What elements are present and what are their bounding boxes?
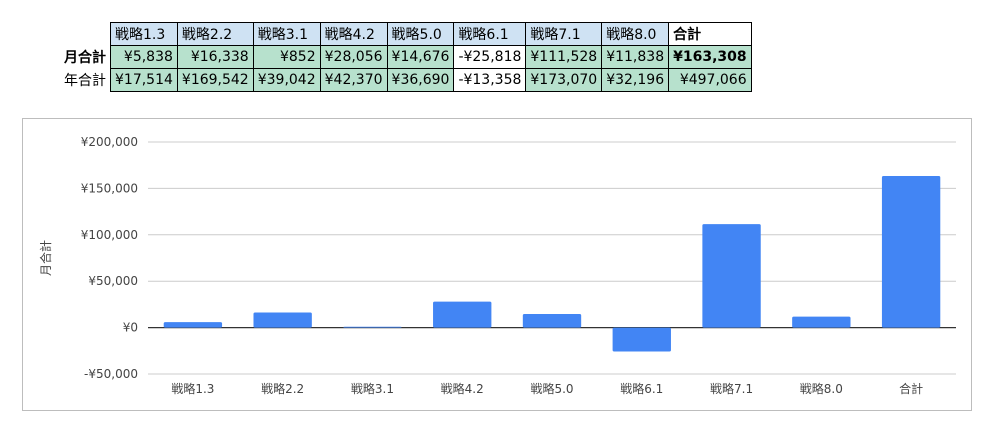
y-axis-title: 月合計	[38, 240, 53, 276]
bar	[253, 312, 312, 328]
x-tick-label: 戦略6.1	[620, 381, 663, 396]
x-tick-label: 戦略1.3	[171, 381, 214, 396]
table-cell[interactable]: ¥11,838	[601, 45, 670, 69]
table-cell[interactable]: -¥25,818	[453, 45, 527, 69]
bar	[881, 176, 941, 328]
table-corner-cell[interactable]	[60, 23, 111, 46]
x-tick-label: 戦略5.0	[530, 381, 573, 396]
table-header-row: 戦略1.3 戦略2.2 戦略3.1 戦略4.2 戦略5.0 戦略6.1 戦略7.…	[60, 22, 752, 46]
header-cell-strategy-8-0[interactable]: 戦略8.0	[601, 22, 670, 46]
summary-table: 戦略1.3 戦略2.2 戦略3.1 戦略4.2 戦略5.0 戦略6.1 戦略7.…	[60, 22, 752, 92]
x-tick-label: 戦略4.2	[441, 381, 484, 396]
bar	[702, 224, 761, 328]
bar	[163, 322, 223, 328]
header-cell-strategy-7-1[interactable]: 戦略7.1	[525, 22, 603, 46]
header-cell-strategy-5-0[interactable]: 戦略5.0	[386, 22, 455, 46]
bar	[612, 327, 671, 352]
table-row-monthly: 月合計 ¥5,838 ¥16,338 ¥852 ¥28,056 ¥14,676 …	[60, 45, 752, 69]
row-label-yearly[interactable]: 年合計	[64, 73, 106, 89]
y-tick-label: ¥50,000	[88, 274, 138, 288]
table-cell[interactable]: ¥42,370	[319, 68, 388, 92]
x-tick-label: 戦略8.0	[800, 381, 843, 396]
row-label-monthly[interactable]: 月合計	[64, 50, 106, 66]
header-cell-total[interactable]: 合計	[668, 22, 752, 46]
y-tick-label: -¥50,000	[84, 367, 138, 381]
header-cell-strategy-4-2[interactable]: 戦略4.2	[319, 22, 388, 46]
table-cell[interactable]: ¥5,838	[110, 45, 178, 69]
embedded-chart[interactable]: -¥50,000 ¥0 ¥50,000 ¥100,000 ¥150,000 ¥200,00…	[22, 118, 972, 411]
header-cell-strategy-6-1[interactable]: 戦略6.1	[453, 22, 527, 46]
y-tick-label: ¥0	[123, 321, 138, 335]
bar	[343, 326, 402, 328]
bar	[792, 316, 851, 328]
table-cell[interactable]: ¥16,338	[176, 45, 254, 69]
table-cell[interactable]: ¥169,542	[176, 68, 254, 92]
header-cell-strategy-2-2[interactable]: 戦略2.2	[176, 22, 254, 46]
table-cell[interactable]: ¥39,042	[252, 68, 321, 92]
table-cell[interactable]: ¥173,070	[525, 68, 603, 92]
table-cell[interactable]: ¥14,676	[386, 45, 455, 69]
x-tick-label: 戦略3.1	[351, 381, 394, 396]
table-cell[interactable]: ¥852	[252, 45, 321, 69]
bar	[522, 313, 582, 328]
table-cell[interactable]: ¥36,690	[386, 68, 455, 92]
y-tick-label: ¥200,000	[81, 135, 138, 149]
table-cell[interactable]: ¥32,196	[601, 68, 670, 92]
table-cell[interactable]: ¥111,528	[525, 45, 603, 69]
table-cell-total[interactable]: ¥163,308	[668, 45, 752, 69]
y-tick-label: ¥150,000	[81, 181, 138, 195]
x-tick-label: 合計	[899, 381, 923, 396]
table-row-yearly: 年合計 ¥17,514 ¥169,542 ¥39,042 ¥42,370 ¥36…	[60, 68, 752, 92]
bar	[433, 301, 492, 328]
table-cell[interactable]: ¥17,514	[110, 68, 178, 92]
table-cell[interactable]: ¥28,056	[319, 45, 388, 69]
x-tick-label: 戦略2.2	[261, 381, 304, 396]
header-cell-strategy-3-1[interactable]: 戦略3.1	[252, 22, 321, 46]
table-cell-total[interactable]: ¥497,066	[668, 68, 752, 92]
x-tick-label: 戦略7.1	[710, 381, 753, 396]
table-cell[interactable]: -¥13,358	[453, 68, 527, 92]
header-cell-strategy-1-3[interactable]: 戦略1.3	[110, 22, 178, 46]
bar-chart: -¥50,000 ¥0 ¥50,000 ¥100,000 ¥150,000 ¥200,00…	[38, 135, 956, 396]
y-tick-label: ¥100,000	[81, 228, 138, 242]
